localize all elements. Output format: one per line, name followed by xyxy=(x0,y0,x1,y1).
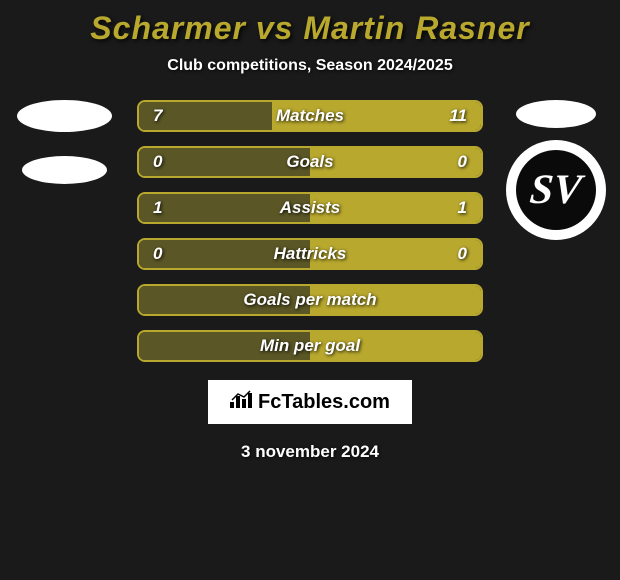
club-monogram: SV xyxy=(528,166,584,214)
bar-left-fill xyxy=(139,148,310,176)
stat-bar-goals: 0Goals0 xyxy=(137,146,483,178)
stat-bar-matches: 7Matches11 xyxy=(137,100,483,132)
bar-right-fill xyxy=(310,240,481,268)
stat-bar-hattricks: 0Hattricks0 xyxy=(137,238,483,270)
right-club-badge-inner: SV xyxy=(516,150,596,230)
bar-right-fill xyxy=(310,148,481,176)
stat-bar-assists: 1Assists1 xyxy=(137,192,483,224)
bar-right-fill xyxy=(310,286,481,314)
infographic-container: Scharmer vs Martin Rasner Club competiti… xyxy=(0,0,620,462)
bar-right-fill xyxy=(272,102,481,130)
right-badge-column: SV xyxy=(503,100,608,240)
stat-bar-goals-per-match: Goals per match xyxy=(137,284,483,316)
bar-left-fill xyxy=(139,102,272,130)
fctables-text: FcTables.com xyxy=(258,391,390,414)
subtitle: Club competitions, Season 2024/2025 xyxy=(167,57,452,75)
left-badge-column xyxy=(12,100,117,208)
bar-left-fill xyxy=(139,240,310,268)
date-text: 3 november 2024 xyxy=(241,442,379,462)
page-title: Scharmer vs Martin Rasner xyxy=(90,10,529,47)
bar-right-fill xyxy=(310,194,481,222)
fctables-attribution: FcTables.com xyxy=(208,380,412,424)
right-ellipse-1 xyxy=(516,100,596,128)
left-ellipse-2 xyxy=(22,156,107,184)
stat-bar-min-per-goal: Min per goal xyxy=(137,330,483,362)
right-club-badge: SV xyxy=(506,140,606,240)
left-ellipse-1 xyxy=(17,100,112,132)
bar-left-fill xyxy=(139,286,310,314)
chart-icon xyxy=(230,390,252,414)
main-row: 7Matches11 0Goals0 1Assists1 0Hattricks0 Goa… xyxy=(0,100,620,376)
stats-bars: 7Matches11 0Goals0 1Assists1 0Hattricks0 Goa… xyxy=(137,100,483,376)
bar-left-fill xyxy=(139,332,310,360)
bar-right-fill xyxy=(310,332,481,360)
bar-left-fill xyxy=(139,194,310,222)
